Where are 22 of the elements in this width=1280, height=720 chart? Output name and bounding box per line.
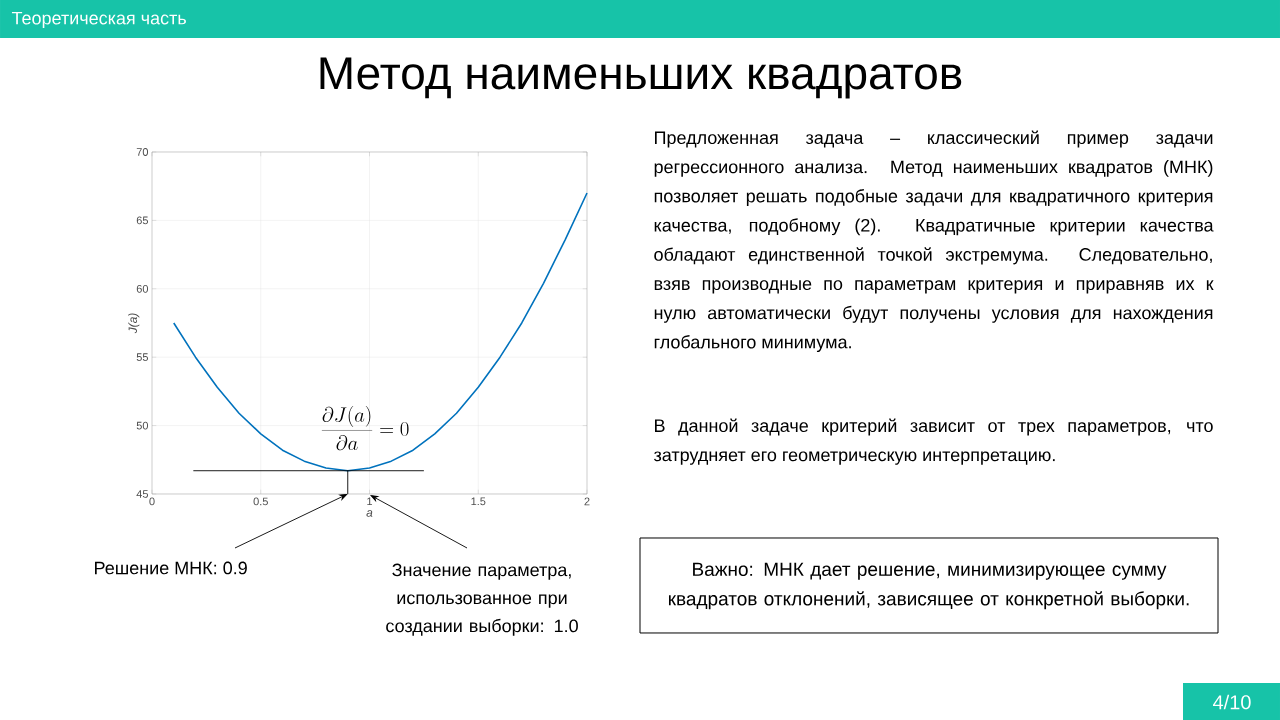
y-axis-title: J(a) <box>128 313 140 334</box>
y-tick-label: 55 <box>136 353 148 362</box>
chart-title: Метод наименьших квадратов <box>320 57 962 99</box>
y-tick-label: 45 <box>136 490 148 498</box>
y-tick-label: 70 <box>136 148 149 156</box>
text: Важно: МНК дает решение, минимизирующее сумму квадратов отклонений, зависящее от конкретной выборки. <box>668 562 1189 610</box>
text: Предложенная задача – классический пример задачи регрессионного анализа. Метод наименьших квадратов (МНК) позволяет решать подобные задачи для квадратичного критерия качества, подобному (2). Квадратичные критерии качества обладают единственной точкой экстремума. Следовательно, взяв производные по параметрам критерия и приравняв их к нулю автоматически будут получены условия для нахождения глобального минимума. <box>654 130 1214 353</box>
text: В данной задаче критерий зависит от трех параметров, что затрудняет его геометрическую интерпретацию. <box>653 418 1213 465</box>
y-tick-label: 65 <box>136 216 148 225</box>
y-tick-label: 60 <box>136 284 149 293</box>
x-tick-label: 2 <box>584 497 590 506</box>
y-tick-label: 50 <box>136 421 149 430</box>
x-tick-label: 0.5 <box>253 497 268 506</box>
annotation: Решение МНК: 0.9 <box>95 561 247 575</box>
text: Значение параметра, использованное при создании выборки: 1.0 <box>386 563 578 636</box>
text: 4/10 <box>1212 694 1251 710</box>
x-tick-label: 1.5 <box>471 497 486 506</box>
x-tick-label: 0 <box>149 497 155 506</box>
x-axis-title: a <box>366 510 373 517</box>
annotation: $\frac{\partial J(a)}{\partial a}=0$ <box>321 406 409 451</box>
text: Теоретическая часть <box>11 11 186 29</box>
x-tick-label: 1 <box>367 497 373 506</box>
